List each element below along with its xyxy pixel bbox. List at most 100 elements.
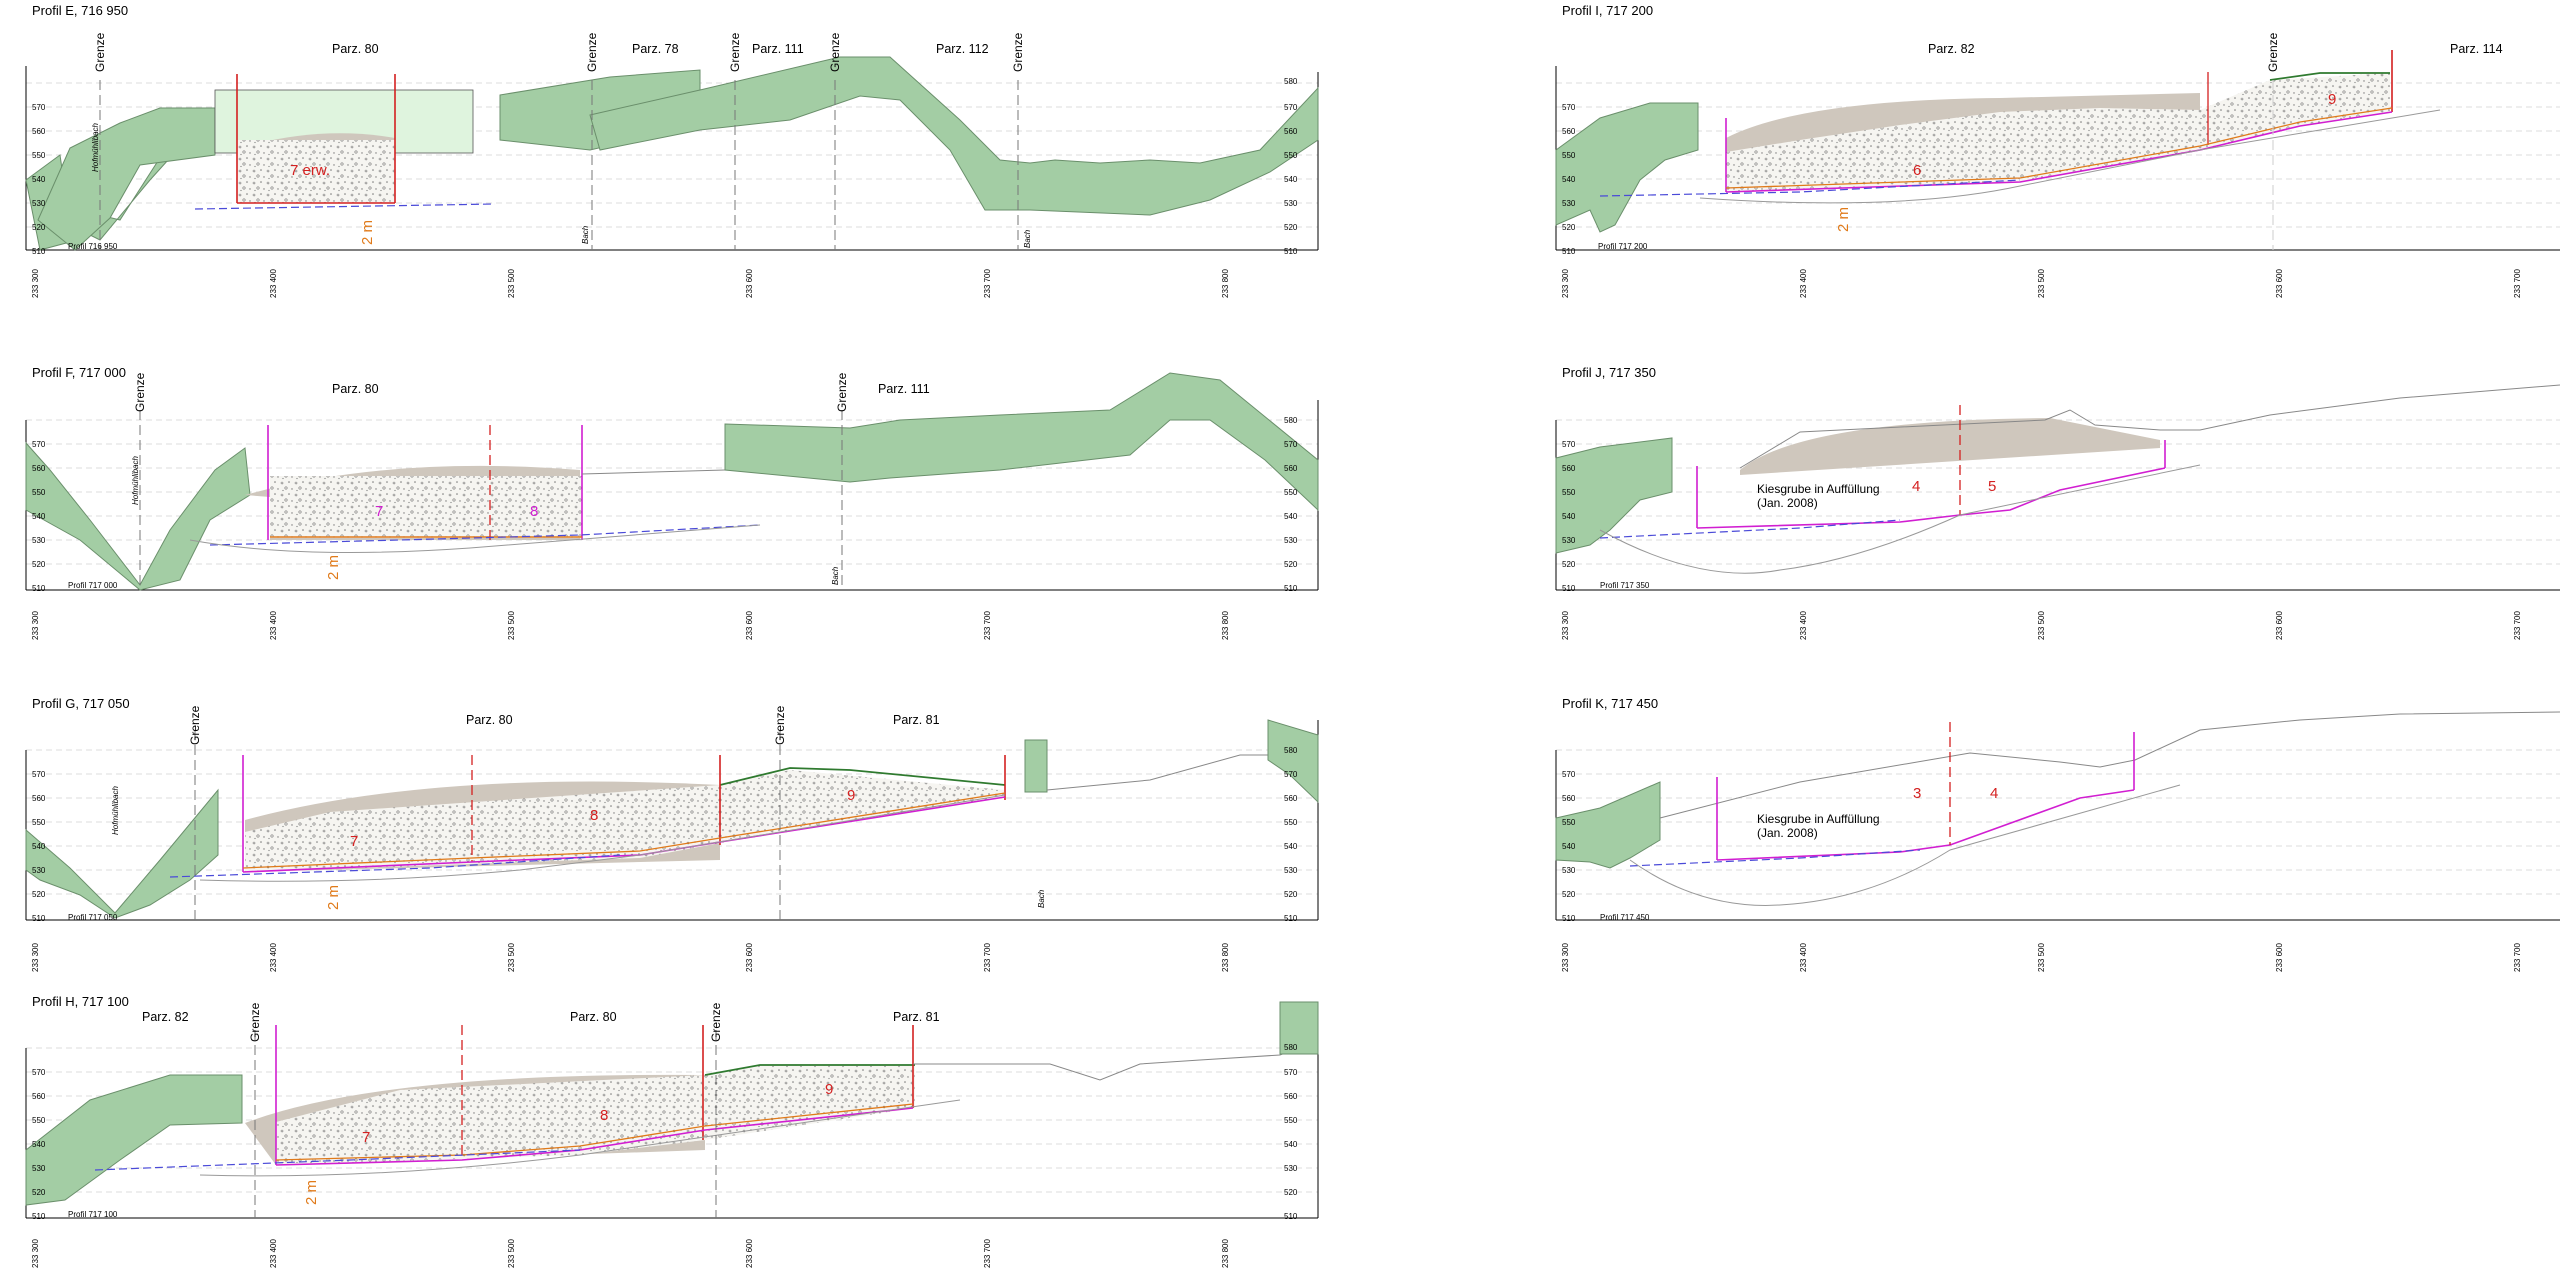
svg-text:550: 550 — [1284, 818, 1298, 827]
field-label: 9 — [847, 787, 855, 804]
svg-text:560: 560 — [32, 1092, 46, 1101]
svg-text:530: 530 — [32, 1164, 46, 1173]
svg-text:233 400: 233 400 — [1799, 943, 1808, 972]
profile-g: Profil G, 717 050 Grenze Grenze Parz. 80… — [25, 696, 1319, 972]
svg-text:530: 530 — [1284, 866, 1298, 875]
svg-text:233 500: 233 500 — [2037, 269, 2046, 298]
svg-text:520: 520 — [1284, 890, 1298, 899]
grenze-label: Grenze — [709, 1002, 723, 1042]
svg-text:233 800: 233 800 — [1221, 611, 1230, 640]
profile-title: Profil K, 717 450 — [1562, 696, 1658, 711]
svg-text:233 700: 233 700 — [983, 269, 992, 298]
gravel-body — [276, 1065, 915, 1165]
svg-text:570: 570 — [32, 1068, 46, 1077]
field-label: 6 — [1913, 162, 1921, 179]
y-axis-left: 510 520 530 540 550 560 570 — [1562, 103, 1576, 256]
y-axis-left: 510 520 530 540 550 560 570 — [32, 103, 46, 256]
svg-text:233 400: 233 400 — [269, 611, 278, 640]
svg-text:510: 510 — [32, 1212, 46, 1221]
svg-text:520: 520 — [1562, 890, 1576, 899]
svg-text:233 500: 233 500 — [507, 943, 516, 972]
grenze-label: Grenze — [133, 372, 147, 412]
svg-text:233 600: 233 600 — [745, 1239, 754, 1268]
svg-text:570: 570 — [1284, 770, 1298, 779]
svg-text:510: 510 — [1562, 584, 1576, 593]
svg-text:560: 560 — [32, 464, 46, 473]
svg-text:530: 530 — [1562, 199, 1576, 208]
svg-text:233 300: 233 300 — [31, 943, 40, 972]
svg-text:560: 560 — [32, 127, 46, 136]
profile-footer: Profil 717 200 — [1598, 242, 1648, 251]
profile-i: Profil I, 717 200 Grenze Parz. 82 Parz. … — [1555, 3, 2560, 298]
profile-footer: Profil 717 000 — [68, 581, 118, 590]
svg-text:550: 550 — [32, 1116, 46, 1125]
svg-text:233 700: 233 700 — [2513, 611, 2522, 640]
svg-text:560: 560 — [1562, 127, 1576, 136]
grenze-label: Grenze — [728, 32, 742, 72]
bach-label: Bach — [831, 566, 840, 585]
vegetation-terrain — [1555, 102, 1699, 233]
profile-footer: Profil 717 100 — [68, 1210, 118, 1219]
svg-text:510: 510 — [32, 584, 46, 593]
grenze-label: Grenze — [835, 372, 849, 412]
svg-text:540: 540 — [1284, 1140, 1298, 1149]
svg-text:520: 520 — [1284, 560, 1298, 569]
grenze-label: Grenze — [585, 32, 599, 72]
y-axis-right: 510 520 530 540 550 560 570 580 — [1284, 1043, 1298, 1221]
svg-text:540: 540 — [1284, 842, 1298, 851]
vegetation-terrain — [25, 788, 219, 919]
svg-text:550: 550 — [32, 818, 46, 827]
profile-title: Profil J, 717 350 — [1562, 365, 1656, 380]
svg-text:520: 520 — [32, 890, 46, 899]
svg-text:540: 540 — [32, 1140, 46, 1149]
grenze-label: Grenze — [93, 32, 107, 72]
depth-label: 2 m — [325, 555, 342, 580]
svg-text:520: 520 — [1562, 560, 1576, 569]
field-label: 4 — [1912, 478, 1920, 495]
svg-text:233 600: 233 600 — [2275, 611, 2284, 640]
svg-text:233 800: 233 800 — [1221, 943, 1230, 972]
vegetation-terrain — [1279, 1001, 1319, 1055]
x-axis: 233 300 233 400 233 500 233 600 233 700 — [1561, 611, 2522, 640]
note-line: (Jan. 2008) — [1757, 826, 1818, 840]
svg-text:233 700: 233 700 — [983, 611, 992, 640]
parcel-label: Parz. 114 — [2450, 42, 2503, 56]
svg-text:520: 520 — [1562, 223, 1576, 232]
svg-text:530: 530 — [1284, 1164, 1298, 1173]
svg-text:233 400: 233 400 — [269, 1239, 278, 1268]
parcel-label: Parz. 80 — [466, 713, 513, 727]
svg-text:233 500: 233 500 — [2037, 943, 2046, 972]
svg-text:233 800: 233 800 — [1221, 269, 1230, 298]
svg-text:530: 530 — [32, 199, 46, 208]
svg-text:570: 570 — [1284, 440, 1298, 449]
svg-text:560: 560 — [1284, 127, 1298, 136]
svg-text:570: 570 — [1562, 440, 1576, 449]
grenze-label: Grenze — [2266, 32, 2280, 72]
profile-j: Profil J, 717 350 Kiesgrube in Auffüllun… — [1555, 365, 2560, 640]
bach-label: Bach — [1037, 889, 1046, 908]
profile-k: Profil K, 717 450 Kiesgrube in Auffüllun… — [1555, 696, 2560, 972]
svg-text:540: 540 — [1562, 175, 1576, 184]
svg-text:520: 520 — [1284, 1188, 1298, 1197]
depth-label: 2 m — [1835, 207, 1852, 232]
svg-text:540: 540 — [1562, 512, 1576, 521]
vegetation-terrain — [25, 1074, 243, 1206]
svg-text:510: 510 — [32, 914, 46, 923]
parcel-label: Parz. 80 — [332, 382, 379, 396]
field-label: 8 — [530, 503, 538, 520]
y-axis-right: 510 520 530 540 550 560 570 580 — [1284, 77, 1298, 256]
svg-text:520: 520 — [32, 560, 46, 569]
svg-text:570: 570 — [32, 103, 46, 112]
spoil-heap — [1740, 418, 2160, 475]
svg-text:233 600: 233 600 — [745, 611, 754, 640]
grenze-label: Grenze — [828, 32, 842, 72]
profile-f: Profil F, 717 000 Grenze Grenze Parz. 80… — [25, 365, 1319, 640]
svg-text:510: 510 — [1284, 247, 1298, 256]
svg-text:540: 540 — [32, 842, 46, 851]
profile-e: Profil E, 716 950 Grenze Grenze Grenze — [25, 3, 1319, 298]
svg-text:530: 530 — [1562, 866, 1576, 875]
svg-text:530: 530 — [1562, 536, 1576, 545]
svg-text:560: 560 — [1284, 1092, 1298, 1101]
svg-text:233 600: 233 600 — [745, 943, 754, 972]
parcel-label: Parz. 111 — [752, 42, 804, 56]
